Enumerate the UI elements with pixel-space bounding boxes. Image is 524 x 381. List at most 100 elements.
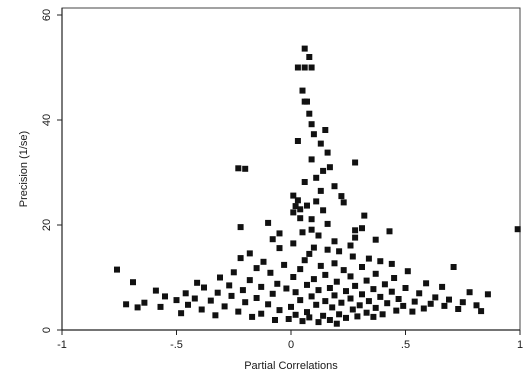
data-point: [331, 238, 338, 245]
data-point: [317, 262, 324, 269]
x-tick-label: 1: [517, 339, 523, 351]
data-point: [333, 320, 340, 327]
data-point: [308, 226, 315, 233]
data-point: [365, 298, 372, 305]
data-point: [402, 285, 409, 291]
data-point: [352, 282, 359, 289]
data-point: [340, 267, 347, 274]
data-point: [372, 236, 379, 243]
data-point: [297, 215, 304, 222]
data-point: [290, 274, 297, 280]
data-point: [228, 292, 235, 299]
data-point: [292, 289, 299, 296]
data-point: [343, 314, 349, 321]
data-point: [297, 297, 304, 304]
data-point: [313, 301, 320, 308]
data-point: [214, 289, 221, 296]
data-point: [130, 279, 136, 286]
data-point: [157, 303, 164, 310]
data-point: [297, 266, 304, 273]
data-point: [333, 278, 340, 285]
data-point: [409, 308, 416, 315]
data-point: [313, 174, 320, 181]
data-point: [349, 253, 356, 260]
data-point: [290, 240, 297, 247]
data-point: [384, 300, 391, 307]
data-point: [432, 294, 439, 301]
data-point: [276, 230, 283, 237]
data-point: [123, 301, 130, 308]
data-point: [242, 165, 249, 172]
data-point: [285, 316, 292, 322]
data-point: [301, 179, 308, 185]
data-point: [292, 203, 299, 210]
data-point: [301, 64, 308, 71]
data-point: [162, 293, 168, 300]
data-point: [306, 110, 313, 117]
data-point: [269, 236, 276, 243]
y-tick-label: 20: [41, 219, 53, 231]
data-point: [324, 246, 331, 253]
data-point: [370, 286, 377, 293]
data-point: [308, 156, 315, 163]
data-point: [313, 198, 320, 205]
data-point: [441, 302, 448, 309]
y-tick-label: 0: [41, 327, 53, 333]
data-point: [239, 287, 246, 294]
data-point: [347, 242, 354, 249]
data-point: [226, 282, 233, 289]
data-point: [178, 310, 185, 317]
data-point: [320, 207, 327, 214]
data-point: [306, 250, 313, 257]
data-point: [363, 277, 370, 284]
data-point: [372, 304, 379, 311]
data-point: [297, 206, 304, 213]
data-point: [299, 318, 306, 325]
data-point: [391, 275, 398, 281]
data-point: [281, 261, 288, 268]
data-point: [420, 305, 427, 312]
data-point: [349, 306, 356, 313]
data-point: [265, 301, 272, 308]
data-point: [446, 296, 452, 303]
data-point: [276, 307, 283, 314]
data-point: [331, 260, 338, 267]
data-point: [347, 295, 354, 302]
data-point: [361, 212, 368, 219]
data-point: [299, 229, 306, 236]
data-point: [365, 255, 372, 262]
data-point: [326, 317, 333, 323]
data-point: [283, 285, 290, 292]
data-point: [324, 149, 331, 156]
data-point: [377, 258, 384, 265]
data-point: [267, 269, 274, 276]
data-points: [114, 45, 521, 327]
x-tick-label: -1: [57, 339, 67, 351]
data-point: [294, 197, 301, 204]
data-point: [427, 300, 434, 307]
data-point: [381, 281, 388, 288]
data-point: [352, 227, 359, 234]
data-point: [258, 310, 265, 317]
data-point: [439, 283, 446, 290]
data-point: [299, 87, 306, 94]
data-point: [404, 268, 411, 275]
data-point: [310, 276, 317, 283]
data-point: [514, 226, 521, 233]
data-point: [322, 271, 329, 278]
x-tick-label: -.5: [170, 339, 183, 351]
data-point: [320, 167, 327, 174]
x-tick-label: 0: [288, 339, 294, 351]
data-point: [260, 258, 267, 265]
y-tick-label: 40: [41, 114, 53, 126]
data-point: [182, 290, 189, 297]
data-point: [265, 219, 272, 226]
data-point: [388, 260, 395, 267]
data-point: [194, 279, 201, 286]
data-point: [450, 264, 457, 270]
data-point: [258, 283, 265, 290]
data-point: [304, 309, 310, 316]
x-axis-title: Partial Correlations: [244, 360, 338, 372]
data-point: [294, 64, 301, 71]
